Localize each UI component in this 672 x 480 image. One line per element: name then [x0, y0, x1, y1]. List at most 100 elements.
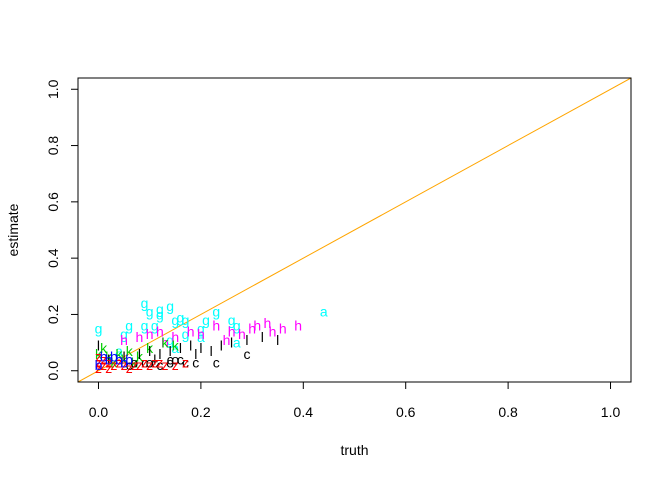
data-point-z: z: [95, 360, 102, 376]
data-point-a: a: [320, 304, 328, 320]
data-point-k: k: [126, 343, 134, 359]
data-point-z: z: [95, 349, 102, 365]
data-point-b: b: [110, 349, 118, 365]
data-point-o: o: [171, 351, 179, 367]
data-point-a: a: [171, 340, 179, 356]
x-tick-label: 0.6: [396, 404, 416, 420]
identity-reference-line: [78, 78, 631, 382]
data-point-c: c: [156, 357, 163, 373]
data-point-g: g: [212, 304, 220, 320]
data-point-h: h: [161, 335, 169, 351]
data-point-k: k: [172, 337, 180, 353]
data-point-h: h: [238, 326, 246, 342]
data-point-l: l: [194, 346, 197, 362]
data-point-c: c: [126, 357, 133, 373]
data-point-l: l: [153, 351, 156, 367]
data-point-h: h: [253, 318, 261, 334]
x-tick-label: 1.0: [601, 404, 621, 420]
data-point-h: h: [171, 329, 179, 345]
y-axis-title: estimate: [5, 203, 21, 256]
data-point-h: h: [187, 323, 195, 339]
data-point-b: b: [100, 349, 108, 365]
data-point-g: g: [177, 309, 185, 325]
data-point-z: z: [110, 357, 117, 373]
data-point-k: k: [136, 349, 144, 365]
x-tick-label: 0.4: [294, 404, 314, 420]
data-point-b: b: [105, 351, 113, 367]
data-point-g: g: [151, 318, 159, 334]
data-point-l: l: [169, 343, 172, 359]
data-point-h: h: [228, 323, 236, 339]
data-point-k: k: [95, 346, 103, 362]
data-point-l: l: [158, 346, 161, 362]
y-tick-label: 0.4: [45, 248, 61, 268]
data-point-b: b: [115, 351, 123, 367]
data-point-z: z: [131, 357, 138, 373]
data-point-b: b: [125, 351, 133, 367]
data-point-a: a: [233, 335, 241, 351]
data-point-l: l: [97, 337, 100, 353]
y-tick-label: 1.0: [45, 79, 61, 99]
data-point-a: a: [197, 329, 205, 345]
data-point-g: g: [156, 301, 164, 317]
data-point-g: g: [141, 318, 149, 334]
data-point-g: g: [125, 318, 133, 334]
data-point-h: h: [294, 318, 302, 334]
data-point-z: z: [115, 354, 122, 370]
y-tick-label: 0.8: [45, 136, 61, 156]
y-tick-label: 0.2: [45, 305, 61, 325]
data-point-o: o: [166, 354, 174, 370]
data-point-z: z: [95, 354, 102, 370]
data-point-g: g: [202, 312, 210, 328]
data-point-g: g: [156, 306, 164, 322]
data-point-z: z: [162, 357, 169, 373]
data-point-l: l: [189, 337, 192, 353]
data-point-z: z: [105, 354, 112, 370]
y-axis: 0.0 0.2 0.4 0.6 0.8 1.0: [45, 79, 78, 380]
data-point-k: k: [131, 354, 139, 370]
data-point-k: k: [146, 340, 154, 356]
x-tick-label: 0.2: [191, 404, 211, 420]
data-point-h: h: [269, 323, 277, 339]
data-point-o: o: [146, 354, 154, 370]
data-point-c: c: [182, 354, 189, 370]
data-point-h: h: [197, 326, 205, 342]
data-point-z: z: [146, 357, 153, 373]
data-point-z: z: [126, 360, 133, 376]
data-point-c: c: [141, 354, 148, 370]
data-point-g: g: [228, 312, 236, 328]
data-point-g: g: [166, 332, 174, 348]
data-point-l: l: [179, 340, 182, 356]
data-point-z: z: [156, 354, 163, 370]
data-point-g: g: [166, 298, 174, 314]
data-point-c: c: [213, 354, 220, 370]
data-point-g: g: [120, 326, 128, 342]
data-point-h: h: [248, 321, 256, 337]
data-point-c: c: [192, 354, 199, 370]
data-point-a: a: [115, 343, 123, 359]
data-point-c: c: [167, 351, 174, 367]
data-point-h: h: [223, 332, 231, 348]
x-tick-label: 0.8: [498, 404, 518, 420]
data-point-z: z: [136, 357, 143, 373]
data-point-k: k: [115, 346, 123, 362]
data-point-z: z: [121, 357, 128, 373]
data-point-g: g: [171, 312, 179, 328]
data-point-k: k: [105, 349, 113, 365]
x-tick-label: 0.0: [89, 404, 109, 420]
data-point-g: g: [197, 321, 205, 337]
data-point-c: c: [151, 354, 158, 370]
data-point-h: h: [156, 323, 164, 339]
data-point-g: g: [182, 312, 190, 328]
data-point-h: h: [136, 329, 144, 345]
data-point-l: l: [148, 343, 151, 359]
data-point-z: z: [151, 354, 158, 370]
data-point-o: o: [130, 354, 138, 370]
data-point-l: l: [123, 349, 126, 365]
data-point-z: z: [100, 351, 107, 367]
data-point-g: g: [95, 321, 103, 337]
data-point-z: z: [141, 354, 148, 370]
data-point-l: l: [210, 343, 213, 359]
data-point-l: l: [245, 332, 248, 348]
